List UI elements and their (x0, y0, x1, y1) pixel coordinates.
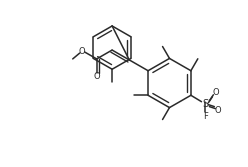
Text: S: S (202, 99, 209, 109)
Text: O: O (212, 88, 219, 97)
Text: F: F (203, 112, 208, 121)
Text: O: O (78, 47, 85, 56)
Text: O: O (214, 106, 221, 115)
Text: O: O (93, 72, 100, 81)
